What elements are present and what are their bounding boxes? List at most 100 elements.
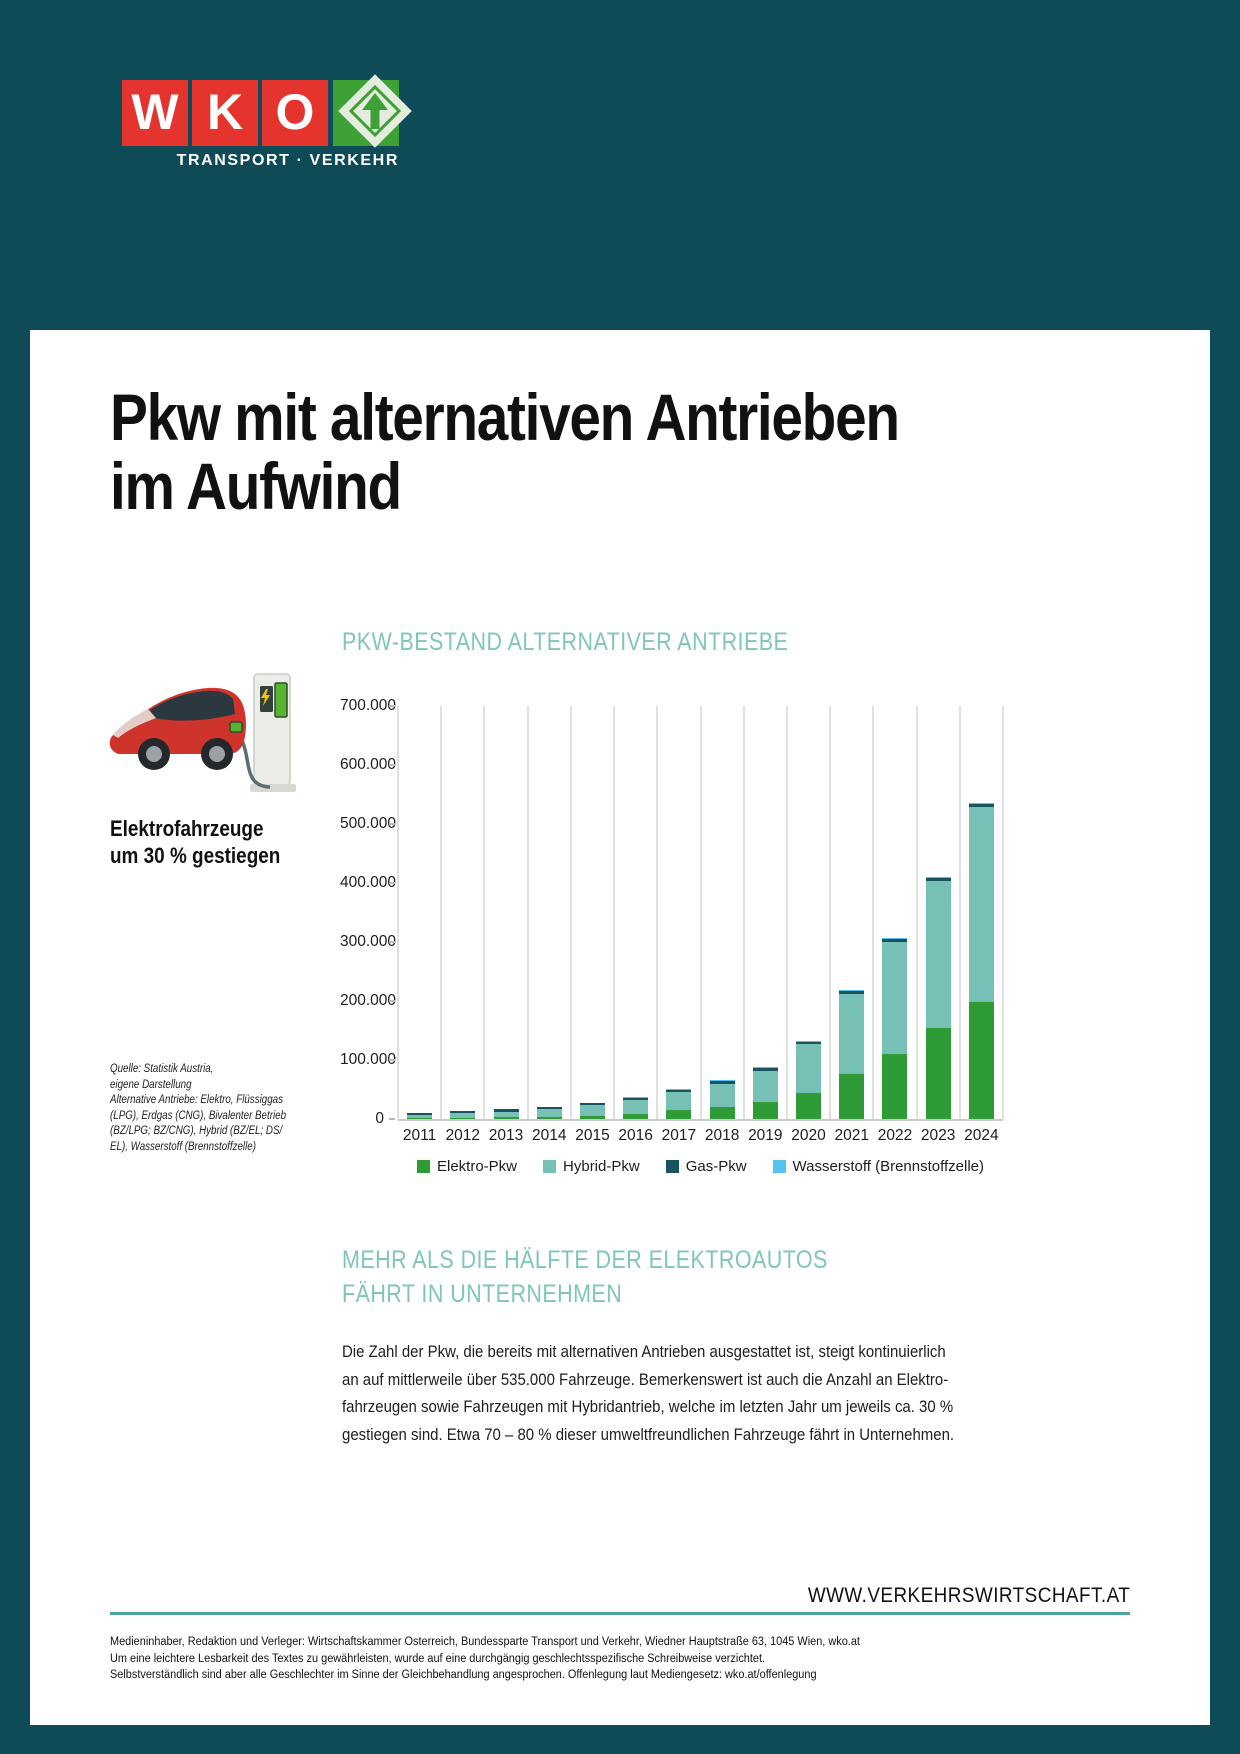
bar-segment-wasserstoff-brennstoffzelle xyxy=(709,1080,735,1081)
section-heading-line-2: FÄHRT IN UNTERNEHMEN xyxy=(342,1280,623,1308)
legend-item: Wasserstoff (Brennstoffzelle) xyxy=(772,1158,984,1175)
charging-station-icon xyxy=(250,673,296,792)
transport-verkehr-diamond-icon xyxy=(338,74,412,148)
y-axis-tick xyxy=(389,764,395,766)
bar-segment-elektro-pkw xyxy=(839,1073,865,1119)
bar-segment-hybrid-pkw xyxy=(968,806,994,1002)
bar-segment-elektro-pkw xyxy=(407,1118,433,1119)
x-axis-label: 2022 xyxy=(877,1127,913,1144)
logo-letter: O xyxy=(275,84,315,140)
bar-segment-hybrid-pkw xyxy=(709,1083,735,1107)
source-note-line: (BZ/LPG; BZ/CNG), Hybrid (BZ/EL; DS/ xyxy=(110,1125,283,1137)
x-axis-label: 2015 xyxy=(575,1127,610,1144)
bar-segment-wasserstoff-brennstoffzelle xyxy=(968,802,994,804)
bar-segment-gas-pkw xyxy=(407,1113,433,1115)
x-axis-label: 2011 xyxy=(402,1127,437,1144)
title-line-1: Pkw mit alternativen Antrieben xyxy=(110,380,900,454)
body-paragraph: Die Zahl der Pkw, die bereits mit altern… xyxy=(342,1338,1038,1448)
y-axis-label: 700.000 xyxy=(340,697,397,714)
x-axis-label: 2013 xyxy=(488,1127,524,1144)
bar-segment-elektro-pkw xyxy=(536,1117,562,1119)
bar-segment-elektro-pkw xyxy=(450,1117,476,1119)
grid-line xyxy=(397,706,399,1119)
paragraph-line: Die Zahl der Pkw, die bereits mit altern… xyxy=(342,1342,946,1361)
grid-line xyxy=(440,706,443,1119)
logo-tagline: TRANSPORT · VERKEHR xyxy=(176,152,399,169)
ev-charging-illustration xyxy=(104,636,304,801)
imprint-line: Medieninhaber, Redaktion und Verleger: W… xyxy=(110,1636,860,1648)
bar-segment-gas-pkw xyxy=(493,1109,519,1112)
bar-segment-hybrid-pkw xyxy=(666,1092,692,1111)
bar-segment-hybrid-pkw xyxy=(623,1100,649,1114)
bar-segment-wasserstoff-brennstoffzelle xyxy=(796,1040,822,1042)
x-axis-label: 2017 xyxy=(661,1127,697,1144)
y-axis-tick xyxy=(389,882,395,884)
logo-square-o: O xyxy=(262,80,328,146)
legend-label: Hybrid-Pkw xyxy=(563,1158,640,1175)
logo-square-k: K xyxy=(192,80,258,146)
y-axis-label: 100.000 xyxy=(340,1051,397,1068)
chart-source-note: Quelle: Statistik Austria, eigene Darstel… xyxy=(110,1062,317,1155)
x-axis-label: 2019 xyxy=(748,1127,783,1144)
paragraph-line: fahrzeugen sowie Fahrzeugen mit Hybridan… xyxy=(342,1397,954,1416)
bar-segment-gas-pkw xyxy=(666,1089,692,1093)
legend-swatch xyxy=(543,1160,557,1173)
bar-segment-elektro-pkw xyxy=(968,1001,994,1119)
car-body xyxy=(109,687,246,770)
x-axis-label: 2014 xyxy=(532,1127,567,1144)
bar-segment-elektro-pkw xyxy=(882,1053,908,1119)
legend-swatch xyxy=(416,1160,430,1173)
legend-swatch xyxy=(665,1160,679,1173)
legend-item: Hybrid-Pkw xyxy=(543,1158,640,1175)
y-axis-label: 400.000 xyxy=(340,874,397,891)
x-axis-label: 2021 xyxy=(834,1127,869,1144)
bar-segment-hybrid-pkw xyxy=(796,1044,822,1093)
bar-segment-hybrid-pkw xyxy=(839,993,865,1074)
bar-segment-gas-pkw xyxy=(752,1067,778,1071)
content-card xyxy=(30,330,1210,1725)
y-axis-label: 500.000 xyxy=(340,815,397,832)
bar-segment-hybrid-pkw xyxy=(450,1113,476,1118)
imprint: Medieninhaber, Redaktion und Verleger: W… xyxy=(110,1634,899,1684)
plot-area xyxy=(397,706,1004,1121)
bar-segment-gas-pkw xyxy=(450,1111,476,1114)
bar-segment-wasserstoff-brennstoffzelle xyxy=(623,1097,649,1098)
title-line-2: im Aufwind xyxy=(110,449,402,523)
footer-website-link[interactable]: WWW.VERKEHRSWIRTSCHAFT.AT xyxy=(807,1584,1130,1607)
logo-square-w: W xyxy=(122,80,188,146)
y-axis-label: 600.000 xyxy=(340,756,397,773)
bar-segment-hybrid-pkw xyxy=(493,1111,519,1118)
grid-line xyxy=(872,706,875,1119)
bar-segment-elektro-pkw xyxy=(709,1106,735,1119)
x-axis-label: 2024 xyxy=(964,1127,999,1144)
bar-segment-hybrid-pkw xyxy=(882,942,908,1054)
section-heading: MEHR ALS DIE HÄLFTE DER ELEKTROAUTOS FÄH… xyxy=(342,1243,907,1311)
stacked-bar-chart: 0 100.000 200.000 300.000 400.000 500.000 600.… xyxy=(340,697,1010,1186)
bar-segment-hybrid-pkw xyxy=(407,1114,433,1119)
grid-line xyxy=(656,706,659,1119)
y-axis: 0 100.000 200.000 300.000 400.000 500.000 600.… xyxy=(340,697,398,1127)
legend-label: Gas-Pkw xyxy=(685,1158,747,1175)
bar-segment-gas-pkw xyxy=(839,990,865,994)
paragraph-line: gestiegen sind. Etwa 70 – 80 % dieser um… xyxy=(342,1424,955,1444)
ev-car-icon xyxy=(109,673,296,792)
grid-line xyxy=(699,706,702,1119)
bar-segment-hybrid-pkw xyxy=(925,880,951,1028)
bar-segment-elektro-pkw xyxy=(752,1101,778,1119)
x-axis-label: 2023 xyxy=(920,1127,956,1144)
chart-title: PKW-BESTAND ALTERNATIVER ANTRIEBE xyxy=(342,628,789,656)
imprint-line: Um eine leichtere Lesbarkeit des Textes … xyxy=(110,1652,766,1665)
grid-line xyxy=(613,706,616,1119)
grid-line xyxy=(915,706,918,1119)
source-note-line: (LPG), Erdgas (CNG), Bivalenter Betrieb xyxy=(110,1109,287,1122)
y-axis-tick xyxy=(389,705,395,707)
y-axis-tick xyxy=(389,1059,395,1061)
bar-segment-elektro-pkw xyxy=(796,1092,822,1119)
y-axis-tick xyxy=(389,941,395,943)
bar-segment-wasserstoff-brennstoffzelle xyxy=(666,1089,692,1090)
y-axis-label: 300.000 xyxy=(340,933,397,950)
y-axis-label: 200.000 xyxy=(340,992,397,1009)
bar-segment-gas-pkw xyxy=(882,938,908,943)
logo-letter: W xyxy=(131,84,179,140)
